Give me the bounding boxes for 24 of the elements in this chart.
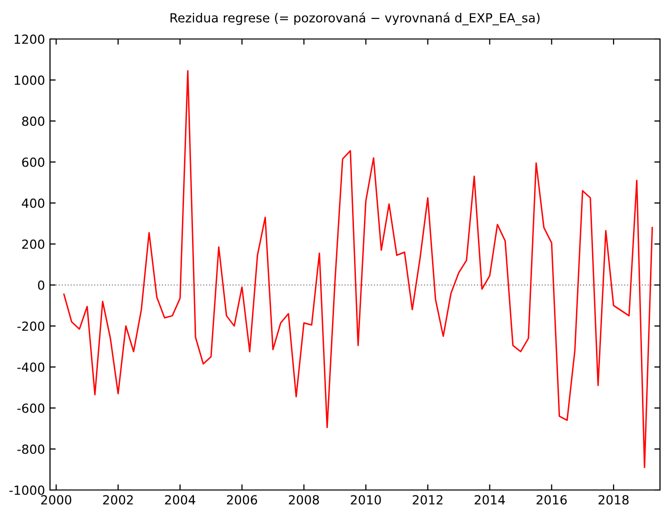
y-tick-label: 1200 [14,34,44,44]
y-tick-label: -400 [17,362,44,372]
x-tick-label: 2012 [412,495,442,505]
y-tick-label: 400 [22,198,44,208]
y-tick-label: 1000 [14,75,44,85]
x-tick-label: 2018 [598,495,629,505]
x-tick-label: 2010 [350,495,381,505]
y-tick-label: -600 [17,403,44,413]
y-tick-label: -200 [17,321,44,331]
y-tick-label: -800 [17,444,44,454]
y-tick-label: 0 [38,280,44,290]
y-tick-label: 600 [22,157,44,167]
y-tick-label: -1000 [9,485,44,495]
x-tick-label: 2014 [474,495,505,505]
y-tick-label: 800 [22,116,44,126]
y-tick-label: 200 [22,239,44,249]
chart-title: Rezidua regrese (= pozorovaná − vyrovnaná d_EXP_EA_sa) [170,12,540,26]
x-tick-label: 2006 [226,495,258,505]
x-tick-label: 2000 [41,495,72,505]
x-tick-label: 2002 [103,495,133,505]
x-tick-label: 2008 [288,495,319,505]
x-tick-label: 2004 [165,495,196,505]
x-tick-label: 2016 [536,495,567,505]
line-series [63,70,653,468]
